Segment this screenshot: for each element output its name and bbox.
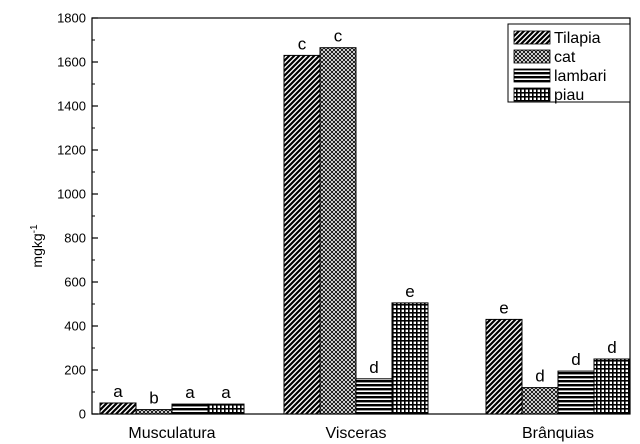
y-axis-label: mgkg-1 xyxy=(29,224,46,268)
bar-cat-visceras xyxy=(319,47,357,415)
y-tick-label: 200 xyxy=(64,363,86,378)
bar-piau-visceras xyxy=(391,302,429,415)
legend-label-piau: piau xyxy=(554,87,584,104)
x-category-label: Musculatura xyxy=(128,425,215,442)
legend-label-tilapia: Tilapia xyxy=(554,30,601,47)
y-tick-label: 1600 xyxy=(57,55,86,70)
bar-cat-brânquias xyxy=(521,387,559,415)
y-tick-label: 400 xyxy=(64,319,86,334)
legend: Tilapia cat lambari piau xyxy=(507,23,631,104)
bar-letter-label: e xyxy=(405,282,414,301)
bar-piau-brânquias xyxy=(593,358,631,415)
bar-lambari-visceras xyxy=(355,378,393,415)
bar-lambari-brânquias xyxy=(557,370,595,415)
bar-labels: a b a a c c d e e d d d xyxy=(113,27,616,408)
y-tick-label: 1400 xyxy=(57,99,86,114)
bar-letter-label: d xyxy=(571,350,580,369)
bar-letter-label: d xyxy=(607,338,616,357)
bar-lambari-musculatura xyxy=(171,403,209,415)
y-tick-label: 1200 xyxy=(57,143,86,158)
x-axis: Musculatura Visceras Brânquias xyxy=(128,408,594,442)
y-axis: 0 200 400 600 800 1000 1200 1400 1600 1800 xyxy=(57,11,98,422)
bar-letter-label: a xyxy=(113,382,123,401)
bar-tilapia-visceras xyxy=(283,54,321,415)
legend-swatch-tilapia xyxy=(513,30,551,45)
bars xyxy=(99,47,631,415)
bar-tilapia-brânquias xyxy=(485,318,523,415)
bar-letter-label: a xyxy=(185,383,195,402)
bar-letter-label: c xyxy=(298,34,307,53)
legend-label-lambari: lambari xyxy=(554,68,606,85)
bar-letter-label: d xyxy=(369,358,378,377)
bar-letter-label: d xyxy=(535,367,544,386)
bar-piau-musculatura xyxy=(207,403,245,415)
legend-swatch-piau xyxy=(513,87,551,102)
bar-letter-label: e xyxy=(499,298,508,317)
x-category-label: Visceras xyxy=(325,425,386,442)
y-tick-label: 600 xyxy=(64,275,86,290)
x-category-label: Brânquias xyxy=(522,425,594,442)
y-tick-label: 1800 xyxy=(57,11,86,26)
bar-letter-label: b xyxy=(149,389,158,408)
y-tick-label: 800 xyxy=(64,231,86,246)
legend-label-cat: cat xyxy=(554,49,576,66)
legend-swatch-lambari xyxy=(513,68,551,83)
plot-area: 0 200 400 600 800 1000 1200 1400 1600 1800 Muscul… xyxy=(57,11,631,442)
y-tick-label: 0 xyxy=(79,407,86,422)
bar-tilapia-musculatura xyxy=(99,402,137,415)
bar-cat-musculatura xyxy=(135,409,173,415)
legend-swatch-cat xyxy=(513,49,551,64)
y-tick-label: 1000 xyxy=(57,187,86,202)
bar-letter-label: c xyxy=(334,27,343,46)
bar-letter-label: a xyxy=(221,383,231,402)
